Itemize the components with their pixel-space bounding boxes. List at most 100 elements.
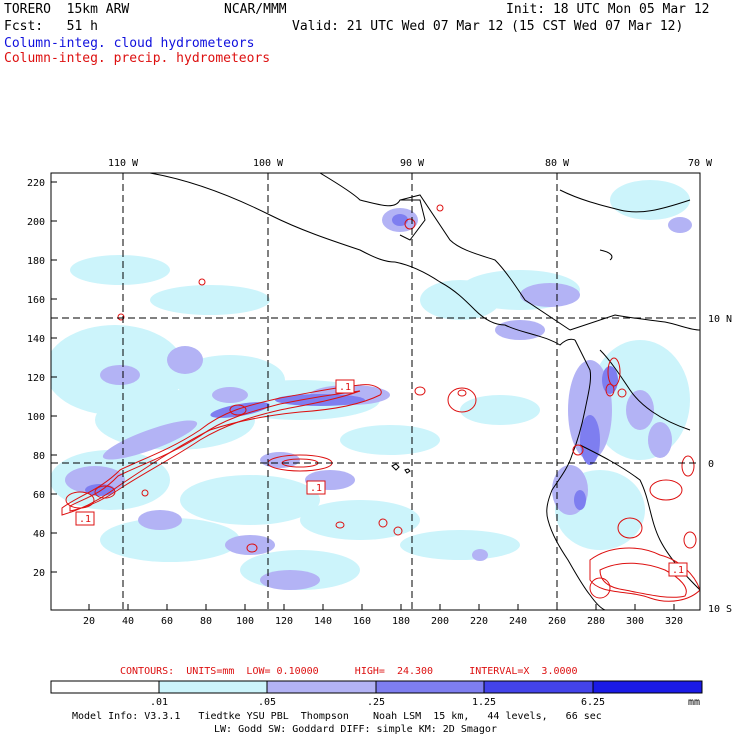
colorbar-label: .01 xyxy=(150,697,168,708)
precip-cell xyxy=(117,313,125,321)
precip-cell xyxy=(246,543,258,553)
y-grid-label: 40 xyxy=(33,529,45,540)
coastlines xyxy=(149,173,700,610)
y-grid-label: 180 xyxy=(27,256,45,267)
colorbar-label: .05 xyxy=(258,697,276,708)
precip-cell xyxy=(414,386,426,396)
precip-cell xyxy=(436,204,444,212)
cloud-patch xyxy=(180,475,320,525)
x-grid-label: 280 xyxy=(587,616,605,627)
y-grid-label: 100 xyxy=(27,412,45,423)
x-grid-label: 120 xyxy=(275,616,293,627)
x-grid-label: 220 xyxy=(470,616,488,627)
precip-cell xyxy=(229,404,247,416)
cloud-patch xyxy=(260,452,300,468)
cloud-patch xyxy=(668,217,692,233)
contour-label-box: .1 xyxy=(75,511,95,526)
y-grid-label: 220 xyxy=(27,178,45,189)
south-america-west-coast xyxy=(546,339,606,610)
x-grid-label: 100 xyxy=(236,616,254,627)
contour-label: .1 xyxy=(310,483,322,494)
cloud-patch xyxy=(460,395,540,425)
cloud-patch xyxy=(392,214,408,226)
y-grid-label: 160 xyxy=(27,295,45,306)
precip-cell xyxy=(94,485,116,499)
cloud-patch xyxy=(260,570,320,590)
colorbar-label: 6.25 xyxy=(581,697,605,708)
cloud-patch xyxy=(275,394,365,406)
cloud-patch xyxy=(167,346,203,374)
x-grid-label: 60 xyxy=(161,616,173,627)
colorbar-unit: mm xyxy=(688,697,700,708)
cloud-patch xyxy=(580,415,600,465)
cloud-patch xyxy=(150,285,270,315)
precip-cell xyxy=(378,518,388,528)
cloud-patch xyxy=(102,420,198,460)
precip-cell xyxy=(599,562,687,598)
cloud-patch xyxy=(610,180,690,220)
cloud-patch xyxy=(574,490,586,510)
colorbar-segment xyxy=(593,681,702,693)
x-grid-label: 200 xyxy=(431,616,449,627)
y-grid-label: 200 xyxy=(27,217,45,228)
precip-cell xyxy=(607,357,621,387)
field-precip-label: Column-integ. precip. hydrometeors xyxy=(4,51,271,66)
precip-cell xyxy=(617,388,627,398)
cloud-patch xyxy=(225,535,275,555)
cuba-coast xyxy=(559,189,691,213)
colorbar-label: .25 xyxy=(367,697,385,708)
colorbar-segment xyxy=(159,681,267,693)
precip-cell xyxy=(572,444,584,456)
x-grid-label: 300 xyxy=(626,616,644,627)
contour-label: .1 xyxy=(672,565,684,576)
precip-band xyxy=(69,390,361,512)
lat-label-10n: 10 N xyxy=(708,314,732,325)
lon-label-70w: 70 W xyxy=(688,158,713,169)
cloud-patch xyxy=(626,390,654,430)
cloud-patch xyxy=(100,365,140,385)
model-info-line2: LW: Godd SW: Goddard DIFF: simple KM: 2D… xyxy=(214,724,497,735)
x-grid-label: 180 xyxy=(392,616,410,627)
precip-cell xyxy=(683,531,697,549)
precip-cell xyxy=(605,383,615,397)
y-grid-label: 120 xyxy=(27,373,45,384)
colorbar: .01 .05 .25 1.25 6.25 mm xyxy=(50,680,703,708)
x-grid-label: 160 xyxy=(353,616,371,627)
map-frame xyxy=(50,172,701,611)
frame-ticks xyxy=(51,181,675,610)
organization: NCAR/MMM xyxy=(224,2,287,17)
lon-label-80w: 80 W xyxy=(545,158,570,169)
cloud-patch xyxy=(602,366,618,394)
cloud-patch xyxy=(70,255,170,285)
gulf-coast xyxy=(319,173,571,331)
lon-label-100w: 100 W xyxy=(253,158,284,169)
y-grid-label: 20 xyxy=(33,568,45,579)
x-grid-label: 80 xyxy=(200,616,212,627)
lon-label-90w: 90 W xyxy=(400,158,425,169)
cloud-patch xyxy=(648,422,672,458)
colorbar-segment xyxy=(376,681,484,693)
precip-band xyxy=(61,384,382,516)
precip-contours xyxy=(61,204,700,602)
caribbean-coast xyxy=(569,314,700,331)
init-time: Init: 18 UTC Mon 05 Mar 12 xyxy=(506,2,710,17)
lat-label-10s: 10 S xyxy=(708,604,732,615)
precip-cell xyxy=(447,387,477,413)
cloud-patch xyxy=(340,425,440,455)
central-america-coast xyxy=(394,261,576,346)
field-cloud-label: Column-integ. cloud hydrometeors xyxy=(4,36,255,51)
precip-cell xyxy=(141,489,149,497)
cloud-patch xyxy=(520,283,580,307)
cloud-patch xyxy=(95,390,255,450)
colorbar-segment xyxy=(484,681,593,693)
x-grid-label: 320 xyxy=(665,616,683,627)
cloud-patch xyxy=(300,500,420,540)
jamaica-coast xyxy=(599,249,613,261)
x-grid-label: 20 xyxy=(83,616,95,627)
precip-cell xyxy=(649,479,683,501)
contour-label-box: .1 xyxy=(306,480,326,495)
forecast-hour: Fcst: 51 h xyxy=(4,19,98,34)
cloud-patch xyxy=(472,549,488,561)
contour-label: .1 xyxy=(339,382,351,393)
x-grid-label: 140 xyxy=(314,616,332,627)
